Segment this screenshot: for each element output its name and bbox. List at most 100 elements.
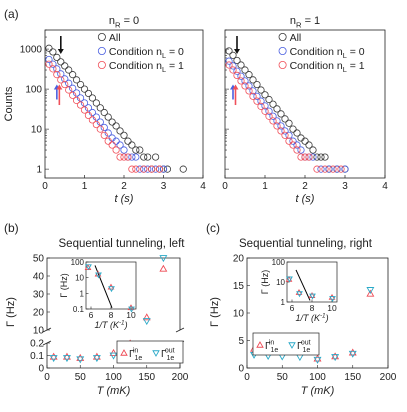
legend-label: Condition nL = 0 (109, 46, 184, 60)
data-point (241, 77, 249, 85)
legend-marker (278, 61, 287, 70)
data-point (159, 264, 168, 272)
data-point (273, 117, 281, 125)
data-point (317, 165, 325, 173)
data-point (233, 71, 241, 80)
legend-b-label: Γ1eout (161, 348, 175, 363)
data-point (301, 153, 309, 161)
x-tick-label: 200 (380, 372, 397, 383)
data-point (229, 51, 237, 59)
y-tick-label: 10 (33, 326, 45, 337)
x-tick-label: 50 (75, 372, 87, 383)
data-point (76, 101, 85, 109)
legend-label: Condition nL = 1 (109, 60, 184, 74)
inset-point-out (309, 293, 316, 300)
inset-point-out (286, 276, 293, 283)
data-point (45, 60, 53, 68)
x-tick-label: 150 (344, 372, 361, 383)
data-point (269, 100, 277, 108)
data-point (269, 117, 277, 125)
data-point (237, 61, 245, 69)
inset-point-out (296, 291, 303, 298)
data-point (96, 118, 104, 126)
data-point (249, 87, 257, 95)
x-axis-label: T (mK) (97, 385, 131, 397)
data-point (333, 165, 341, 173)
data-point (305, 153, 313, 161)
x-tick-label: 4 (200, 181, 206, 192)
legend-b-frame (116, 340, 184, 364)
data-point (108, 118, 116, 126)
x-tick-label: 4 (382, 181, 388, 192)
data-point (225, 47, 233, 55)
inset-y-axis-label: Γ (Hz) (59, 273, 69, 297)
data-point (120, 131, 128, 139)
data-point (49, 355, 58, 363)
data-point (109, 348, 118, 356)
legend-c-label: Γ1ein (265, 340, 278, 355)
inset-y-tick-label: 10 (75, 274, 84, 283)
inset-x-tick-label: 6 (89, 310, 94, 320)
data-point (53, 65, 61, 73)
data-point (309, 153, 317, 161)
data-point (321, 153, 329, 161)
data-point (84, 111, 93, 120)
data-point (92, 99, 100, 107)
data-point (132, 146, 140, 154)
series-nL0 (45, 55, 168, 173)
data-point (84, 104, 93, 112)
data-point (257, 102, 265, 110)
y-tick-label: 10 (31, 125, 43, 136)
data-point (285, 137, 293, 145)
data-point (265, 112, 273, 120)
data-point (233, 56, 241, 65)
x-tick-label: 100 (105, 372, 122, 383)
data-point (136, 146, 144, 154)
data-point (273, 122, 281, 130)
x-tick-label: 0 (42, 181, 48, 192)
panel-label-b: (b) (4, 221, 19, 235)
data-point (152, 153, 160, 161)
data-point (88, 116, 97, 124)
inset-y-tick-label: 100 (71, 258, 85, 267)
data-point (265, 107, 273, 115)
y-axis-label: Γ (Hz) (5, 297, 17, 327)
data-point (144, 153, 152, 161)
arrow-nl1-head (232, 84, 239, 90)
data-point (261, 102, 269, 110)
data-point (45, 55, 53, 64)
data-point (108, 134, 116, 142)
data-point (57, 58, 65, 66)
legend-marker (97, 33, 106, 42)
data-point (132, 165, 140, 173)
data-point (277, 127, 285, 135)
data-point (132, 153, 140, 161)
data-point (245, 87, 253, 95)
inset-x-axis-label: 1/T (K-1) (295, 312, 328, 323)
data-point (142, 318, 151, 326)
data-point (261, 91, 269, 99)
data-point (293, 146, 301, 154)
data-point (73, 89, 81, 97)
data-point (112, 137, 120, 145)
x-tick-label: 2 (302, 181, 308, 192)
data-point (65, 66, 73, 74)
data-point (112, 146, 120, 154)
data-point (289, 137, 297, 145)
x-tick-label: 3 (161, 181, 167, 192)
legend-label: Condition nL = 0 (290, 46, 365, 60)
data-point (120, 153, 128, 161)
data-point (73, 76, 81, 84)
inset-y-tick-label: 10 (276, 278, 285, 287)
legend-label: Condition nL = 1 (290, 60, 365, 74)
data-point (155, 165, 164, 173)
inset-point-out (128, 306, 135, 313)
data-point (62, 355, 71, 363)
y-tick-label: 100 (25, 85, 42, 96)
legend-b-marker (120, 349, 128, 356)
data-point (233, 67, 241, 75)
data-point (128, 165, 136, 173)
data-point (366, 289, 375, 297)
arrow-nl1 (56, 84, 63, 106)
data-point (245, 82, 253, 90)
